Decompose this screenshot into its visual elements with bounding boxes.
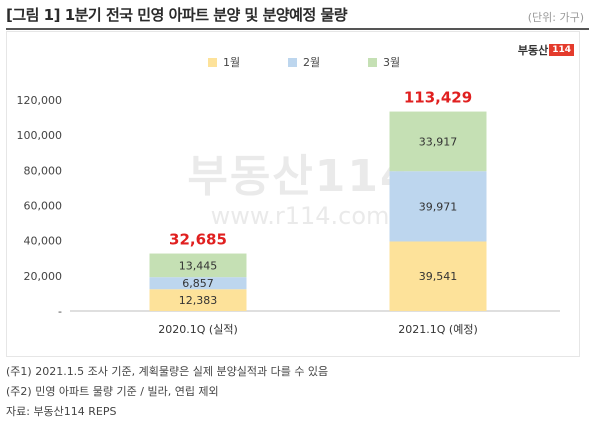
footnote-2: (주2) 민영 아파트 물량 기준 / 빌라, 연립 제외 bbox=[6, 385, 219, 398]
legend-item-mar: 3월 bbox=[368, 54, 448, 70]
legend-swatch-feb bbox=[288, 57, 297, 67]
bar-total-label: 113,429 bbox=[404, 89, 472, 107]
bar-segment-2 bbox=[389, 171, 487, 242]
y-tick-label: 100,000 bbox=[17, 129, 63, 142]
brand-logo: 부동산 114 bbox=[518, 42, 574, 58]
x-category-label: 2021.1Q (예정) bbox=[398, 323, 477, 336]
legend-swatch-mar bbox=[368, 57, 377, 67]
title-divider bbox=[6, 28, 589, 30]
bar-value-label: 12,383 bbox=[179, 294, 218, 307]
chart-legend: 1월 2월 3월 bbox=[208, 54, 448, 70]
bar-segment-1 bbox=[149, 289, 247, 311]
logo-box: 114 bbox=[549, 44, 574, 56]
legend-label-mar: 3월 bbox=[383, 56, 401, 69]
bar-segment-3 bbox=[149, 253, 247, 278]
legend-swatch-jan bbox=[208, 57, 217, 67]
legend-label-jan: 1월 bbox=[223, 56, 241, 69]
bar-segment-2 bbox=[149, 277, 247, 290]
footnotes: (주1) 2021.1.5 조사 기준, 계획물량은 실제 분양실적과 다를 수… bbox=[6, 362, 328, 422]
chart-title: [그림 1] 1분기 전국 민영 아파트 분양 및 분양예정 물량 bbox=[6, 6, 348, 24]
y-tick-label: 60,000 bbox=[24, 200, 63, 213]
x-category-label: 2020.1Q (실적) bbox=[158, 323, 237, 336]
unit-label: (단위: 가구) bbox=[527, 11, 584, 24]
y-tick-label: 20,000 bbox=[24, 270, 63, 283]
legend-label-feb: 2월 bbox=[303, 56, 321, 69]
bar-value-label: 39,971 bbox=[419, 200, 458, 213]
bar-value-label: 6,857 bbox=[182, 277, 214, 290]
legend-item-feb: 2월 bbox=[288, 54, 368, 70]
bar-total-label: 32,685 bbox=[169, 231, 227, 249]
y-tick-label: 80,000 bbox=[24, 164, 63, 177]
legend-item-jan: 1월 bbox=[208, 54, 288, 70]
bar-value-label: 39,541 bbox=[419, 270, 458, 283]
logo-text: 부동산 bbox=[517, 44, 549, 57]
footnote-source: 자료: 부동산114 REPS bbox=[6, 405, 117, 418]
footnote-1: (주1) 2021.1.5 조사 기준, 계획물량은 실제 분양실적과 다를 수… bbox=[6, 365, 329, 378]
bar-segment-3 bbox=[389, 111, 487, 172]
y-tick-label: - bbox=[58, 305, 62, 318]
y-tick-label: 120,000 bbox=[17, 94, 63, 107]
bar-value-label: 13,445 bbox=[179, 259, 218, 272]
bar-value-label: 33,917 bbox=[419, 135, 458, 148]
bar-segment-1 bbox=[389, 241, 487, 311]
y-tick-label: 40,000 bbox=[24, 235, 63, 248]
